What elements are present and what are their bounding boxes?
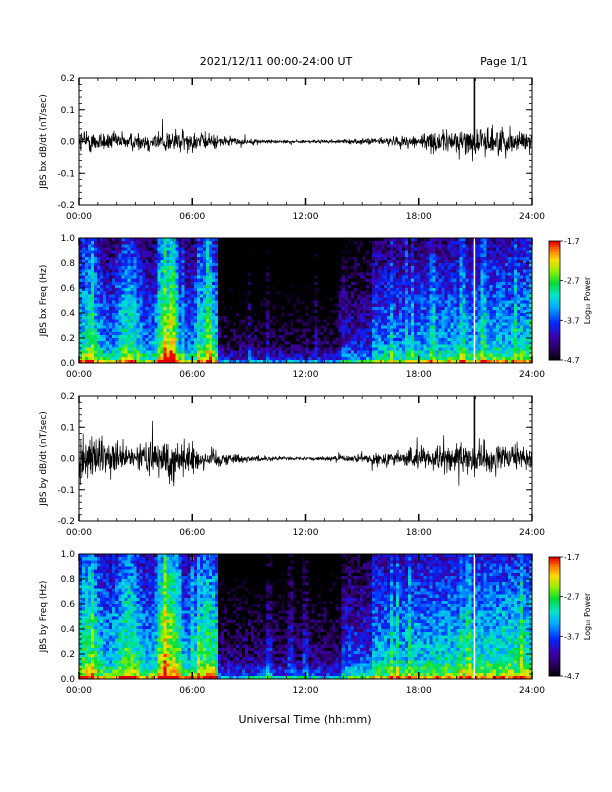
x-tick-label: 06:00 (179, 212, 205, 222)
plot-frame (78, 553, 533, 680)
y-tick-label: 0.2 (61, 74, 75, 84)
y-tick-label: 0.0 (61, 138, 76, 148)
panel-3-trace (78, 396, 533, 487)
panel-3-axes: 0.2 0.1 0.0 -0.1 -0.200:00 06:00 12:00 18:00 24:… (39, 392, 545, 538)
colorbar-tick-label: -3.7 (564, 316, 580, 325)
panel-2-spectrogram: -1.7 -2.7 -3.7 -4.7 Log₁₀ Power (79, 237, 592, 365)
colorbar-label: Log₁₀ Power (583, 276, 592, 324)
x-tick-label: 12:00 (293, 212, 319, 222)
y-tick-label: -0.2 (57, 517, 75, 527)
x-tick-label: 00:00 (66, 686, 92, 696)
x-tick-label: 24:00 (519, 686, 545, 696)
y-tick-label: 0.4 (61, 309, 76, 319)
y-axis-label: JBS bx Freq (Hz) (39, 265, 49, 338)
panel-1-trace (78, 78, 533, 162)
x-axis-title: Universal Time (hh:mm) (239, 713, 372, 726)
plot-frame (78, 395, 533, 522)
colorbar-gradient (549, 557, 560, 677)
y-tick-label: 0.0 (61, 675, 76, 685)
x-tick-label: 00:00 (66, 528, 92, 538)
spectrogram-cells (79, 554, 533, 680)
colorbar-tick-label: -1.7 (564, 237, 580, 246)
x-tick-label: 24:00 (519, 212, 545, 222)
panel-4-axes: 1.0 0.8 0.6 0.4 0.2 0.000:00 06:00 12:00 18:00 24… (39, 550, 545, 696)
y-tick-label: 0.6 (61, 600, 76, 610)
x-tick-label: 12:00 (293, 370, 319, 380)
y-tick-label: 0.1 (61, 106, 75, 116)
x-tick-label: 00:00 (66, 370, 92, 380)
colorbar: -1.7 -2.7 -3.7 -4.7 Log₁₀ Power (548, 237, 592, 365)
x-tick-label: 06:00 (179, 686, 205, 696)
x-tick-label: 12:00 (293, 686, 319, 696)
x-tick-label: 06:00 (179, 528, 205, 538)
db-dt-series (78, 118, 533, 162)
y-axis-label: JBS bx dB/dt (nT/sec) (39, 94, 49, 190)
y-axis-label: JBS by dB/dt (nT/sec) (39, 411, 49, 507)
colorbar: -1.7 -2.7 -3.7 -4.7 Log₁₀ Power (548, 553, 592, 681)
y-tick-label: 0.8 (61, 575, 76, 585)
x-tick-label: 18:00 (406, 212, 432, 222)
date-range-title: 2021/12/11 00:00-24:00 UT (200, 55, 353, 68)
colorbar-frame (548, 240, 561, 361)
y-tick-label: 0.0 (61, 455, 76, 465)
x-tick-label: 12:00 (293, 528, 319, 538)
x-tick-label: 06:00 (179, 370, 205, 380)
colorbar-label: Log₁₀ Power (583, 592, 592, 640)
colorbar-tick-label: -2.7 (564, 277, 580, 286)
y-tick-label: 0.4 (61, 625, 76, 635)
colorbar-tick-label: -3.7 (564, 632, 580, 641)
x-tick-label: 18:00 (406, 686, 432, 696)
x-tick-label: 00:00 (66, 212, 92, 222)
spectrogram-cells (79, 238, 533, 364)
colorbar-frame (548, 556, 561, 677)
x-tick-label: 18:00 (406, 528, 432, 538)
colorbar-gradient (549, 241, 560, 361)
plot-frame (78, 77, 533, 206)
y-axis-label: JBS by Freq (Hz) (39, 581, 49, 654)
y-tick-label: 0.2 (61, 650, 75, 660)
x-tick-label: 24:00 (519, 528, 545, 538)
y-tick-label: 0.8 (61, 259, 76, 269)
y-tick-label: 1.0 (61, 550, 76, 560)
x-tick-label: 18:00 (406, 370, 432, 380)
colorbar-tick-label: -1.7 (564, 553, 580, 562)
y-tick-label: 0.6 (61, 284, 76, 294)
y-tick-label: -0.1 (57, 169, 75, 179)
panel-4-spectrogram: -1.7 -2.7 -3.7 -4.7 Log₁₀ Power (79, 553, 592, 681)
colorbar-tick-label: -4.7 (564, 356, 580, 365)
y-tick-label: 1.0 (61, 234, 76, 244)
y-tick-label: -0.1 (57, 486, 75, 496)
db-dt-series (78, 420, 533, 487)
page-indicator: Page 1/1 (480, 55, 528, 68)
plot-frame (78, 237, 533, 364)
y-tick-label: 0.2 (61, 392, 75, 402)
panel-1-axes: 0.2 0.1 0.0 -0.1 -0.200:00 06:00 12:00 18:00 24:… (39, 74, 545, 222)
x-tick-label: 24:00 (519, 370, 545, 380)
colorbar-tick-label: -4.7 (564, 672, 580, 681)
y-tick-label: 0.2 (61, 334, 75, 344)
panel-2-axes: 1.0 0.8 0.6 0.4 0.2 0.000:00 06:00 12:00 18:00 24… (39, 234, 545, 380)
y-tick-label: -0.2 (57, 201, 75, 211)
y-tick-label: 0.0 (61, 359, 76, 369)
colorbar-tick-label: -2.7 (564, 593, 580, 602)
y-tick-label: 0.1 (61, 423, 75, 433)
